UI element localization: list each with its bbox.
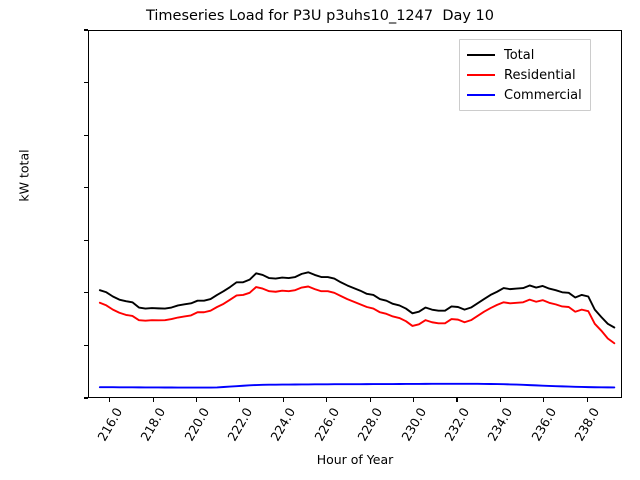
plot-svg [98,271,616,389]
legend-label: Total [504,47,535,63]
legend-label: Residential [504,67,576,83]
series-layer [98,271,616,389]
x-tick-mark [369,398,371,402]
series-line-commercial [98,382,616,389]
legend-swatch-total [467,54,495,56]
series-line-residential [98,285,616,345]
x-tick-mark [326,398,328,402]
x-tick-mark [586,398,588,402]
chart-title: Timeseries Load for P3U p3uhs10_1247 Day… [145,8,495,24]
legend-item-commercial[interactable]: Commercial [467,85,582,105]
x-tick-mark [282,398,284,402]
x-axis-label: Hour of Year [316,452,394,467]
chart-legend: Total Residential Commercial [459,39,591,111]
legend-item-residential[interactable]: Residential [467,65,582,85]
y-tick-mark [84,239,88,241]
y-tick-mark [84,82,88,84]
x-tick-mark [239,398,241,402]
x-tick-mark [456,398,458,402]
x-tick-mark [543,398,545,402]
x-tick-mark [195,398,198,402]
legend-swatch-residential [467,74,495,76]
y-tick-mark [84,29,88,31]
y-tick-mark [84,292,88,294]
legend-swatch-commercial [467,94,495,96]
y-tick-mark [84,187,88,189]
legend-item-total[interactable]: Total [467,45,582,65]
x-tick-mark [152,398,154,402]
x-tick-mark [109,398,111,402]
y-tick-mark [84,134,88,136]
series-line-total [98,271,616,329]
x-tick-mark [499,398,501,402]
x-tick-mark [413,398,415,402]
legend-label: Commercial [504,87,582,103]
y-axis-label: kW total [16,149,32,202]
y-tick-mark [84,397,88,399]
y-tick-mark [84,344,88,346]
